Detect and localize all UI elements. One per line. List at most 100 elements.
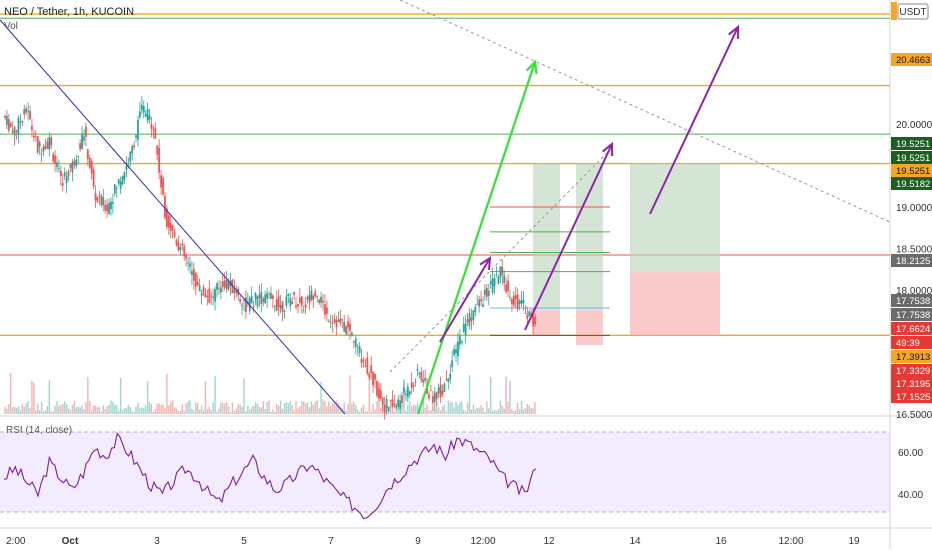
volume-bar [235, 408, 237, 414]
volume-bar [48, 379, 50, 414]
candle-body [431, 396, 434, 403]
candle-body [266, 293, 269, 299]
time-tick-label: 5 [241, 536, 247, 547]
volume-bar [19, 410, 22, 414]
candle-body [435, 392, 438, 400]
volume-bar [453, 407, 455, 414]
candle-body [345, 326, 348, 334]
volume-bar [77, 406, 79, 414]
volume-bar [493, 410, 496, 414]
candle-body [115, 188, 118, 190]
volume-bar [443, 404, 446, 414]
volume-bar [210, 409, 212, 414]
candle-body [225, 280, 228, 289]
profit-zone [533, 163, 560, 311]
candle-body [520, 299, 523, 304]
price-label: 19.5182 [896, 179, 930, 190]
volume-bar [29, 408, 31, 414]
volume-bar [173, 407, 176, 414]
candle-body [534, 316, 536, 325]
candle-body [414, 381, 417, 383]
price-label-box [891, 254, 932, 267]
candle-body [268, 293, 270, 295]
price-tick-label: 20.0000 [896, 120, 932, 131]
volume-bar [50, 411, 52, 414]
volume-bar [331, 404, 334, 414]
volume-bar [310, 401, 313, 414]
candle-body [489, 281, 492, 285]
volume-bar [58, 406, 60, 414]
volume-bar [87, 376, 89, 414]
volume-bar [100, 411, 103, 414]
price-axis[interactable]: 16.5000 18.0000 18.5000 19.0000 20.0000 [896, 120, 932, 421]
candle-body [337, 319, 340, 322]
candle-body [458, 335, 461, 345]
volume-bar [449, 402, 451, 414]
volume-bar [468, 375, 471, 414]
volume-bar [79, 407, 81, 414]
volume-bar [488, 408, 490, 414]
candle-body [439, 384, 442, 398]
volume-bar [374, 409, 376, 414]
volume-bar [428, 410, 430, 414]
price-label: 17.1525 [896, 392, 930, 403]
candle-body [518, 300, 521, 304]
price-label-box [891, 336, 932, 349]
candle-body [356, 346, 359, 348]
candle-body [110, 201, 112, 209]
candle-body [179, 247, 182, 251]
volume-bar [131, 410, 133, 414]
price-label: 17.3913 [896, 352, 930, 363]
candle-body [181, 243, 184, 246]
candle-body [164, 195, 166, 218]
candle-body [214, 289, 216, 302]
candle-body [485, 287, 488, 297]
time-axis[interactable]: 2:00 Oct 3 5 7 9 12:00 12 14 16 12:00 19 [6, 536, 860, 547]
time-tick-label: 14 [629, 536, 641, 547]
candle-body [46, 141, 49, 149]
volume-bar [330, 406, 332, 414]
rsi-band [0, 432, 890, 512]
volume-bar [46, 406, 49, 414]
candle-body [358, 346, 361, 353]
volume-bar [164, 408, 166, 414]
volume-bar [339, 406, 342, 414]
candle-body [433, 392, 436, 402]
candle-body [208, 288, 211, 303]
purple-arrow-mid [524, 143, 613, 331]
volume-bar [125, 407, 128, 414]
candle-body [135, 135, 137, 138]
volume-bar [85, 402, 87, 414]
volume-bar [250, 406, 253, 414]
candle-body [275, 299, 278, 311]
volume-bar [231, 402, 234, 414]
volume-bar [515, 410, 517, 414]
volume-bar [17, 406, 20, 414]
candle-body [152, 128, 155, 130]
volume-bar [141, 407, 143, 414]
volume-bar [168, 405, 170, 414]
volume-bar [414, 405, 417, 414]
candle-body [270, 293, 272, 299]
volume-bar [117, 410, 120, 414]
candle-body [464, 323, 467, 336]
volume-bar [304, 403, 307, 414]
price-label-box [891, 390, 932, 403]
volume-bar [318, 408, 320, 414]
volume-bar [362, 404, 365, 414]
volume-bar [181, 404, 183, 414]
volume-bar [83, 409, 85, 414]
candle-body [408, 391, 411, 395]
candle-body [293, 292, 295, 295]
candle-body [495, 274, 498, 275]
volume-bar [486, 401, 488, 414]
currency-tag[interactable] [897, 3, 929, 20]
volume-bar [191, 408, 193, 414]
volume-bar [335, 400, 338, 414]
candle-body [9, 123, 12, 128]
volume-bar [301, 401, 303, 414]
volume-bar [395, 408, 397, 414]
price-label: 17.7538 [896, 310, 930, 321]
candle-body [131, 146, 134, 154]
